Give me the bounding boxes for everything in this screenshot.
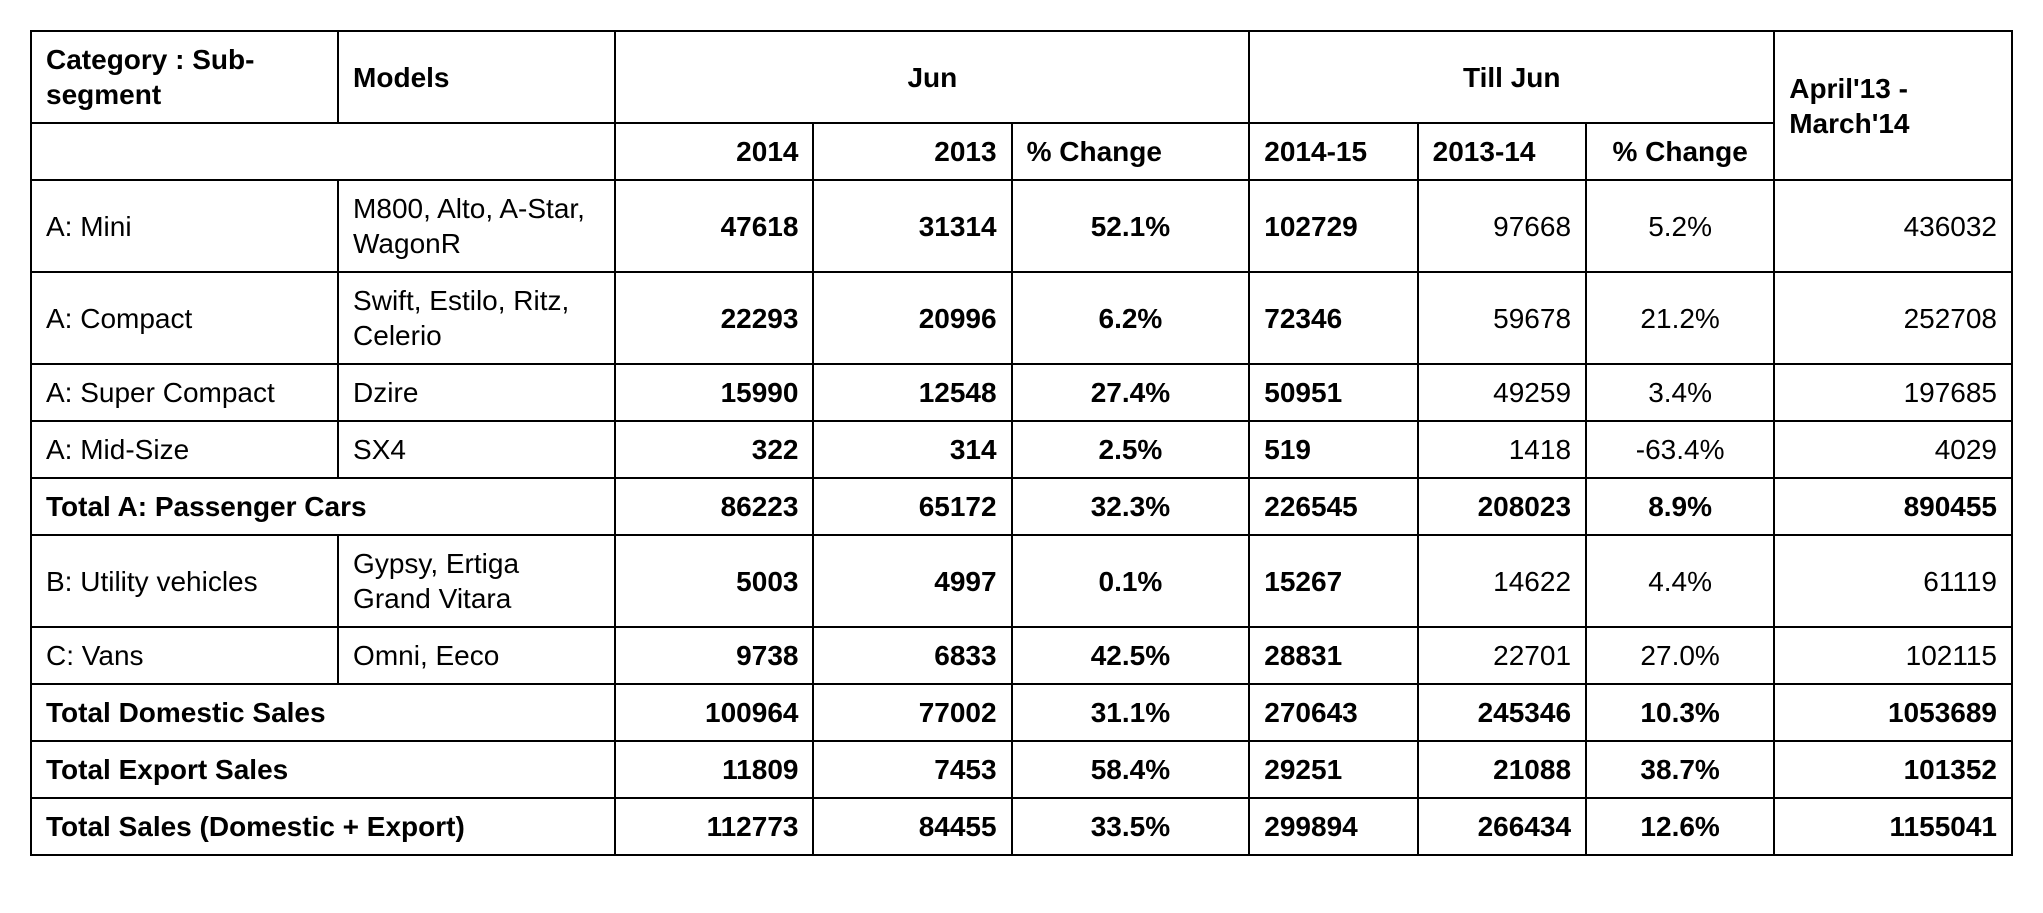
cell-till1314: 1418	[1418, 421, 1586, 478]
cell-tillpct: 12.6%	[1586, 798, 1774, 855]
cell-jun2013: 7453	[813, 741, 1011, 798]
hdr-fy: April'13 - March'14	[1774, 31, 2012, 180]
cell-till1415: 50951	[1249, 364, 1417, 421]
cell-junpct: 6.2%	[1012, 272, 1250, 364]
hdr-tilljun: Till Jun	[1249, 31, 1774, 123]
cell-fy: 197685	[1774, 364, 2012, 421]
cell-till1314: 22701	[1418, 627, 1586, 684]
cell-tillpct: 27.0%	[1586, 627, 1774, 684]
cell-till1415: 72346	[1249, 272, 1417, 364]
cell-jun2014: 322	[615, 421, 813, 478]
cell-models: SX4	[338, 421, 615, 478]
cell-total-label: Total Domestic Sales	[31, 684, 615, 741]
cell-junpct: 52.1%	[1012, 180, 1250, 272]
cell-tillpct: 5.2%	[1586, 180, 1774, 272]
cell-models: Omni, Eeco	[338, 627, 615, 684]
cell-junpct: 32.3%	[1012, 478, 1250, 535]
cell-junpct: 2.5%	[1012, 421, 1250, 478]
hdr-jun: Jun	[615, 31, 1249, 123]
cell-till1415: 299894	[1249, 798, 1417, 855]
cell-fy: 890455	[1774, 478, 2012, 535]
cell-category: A: Compact	[31, 272, 338, 364]
cell-jun2014: 5003	[615, 535, 813, 627]
cell-tillpct: 3.4%	[1586, 364, 1774, 421]
cell-jun2013: 12548	[813, 364, 1011, 421]
cell-jun2014: 22293	[615, 272, 813, 364]
cell-junpct: 27.4%	[1012, 364, 1250, 421]
cell-total-label: Total Export Sales	[31, 741, 615, 798]
cell-till1415: 28831	[1249, 627, 1417, 684]
cell-models: Swift, Estilo, Ritz, Celerio	[338, 272, 615, 364]
hdr-1314: 2013-14	[1418, 123, 1586, 180]
hdr-blank	[31, 123, 615, 180]
cell-jun2013: 20996	[813, 272, 1011, 364]
cell-tillpct: 8.9%	[1586, 478, 1774, 535]
cell-fy: 101352	[1774, 741, 2012, 798]
cell-fy: 1053689	[1774, 684, 2012, 741]
cell-category: A: Super Compact	[31, 364, 338, 421]
cell-till1415: 29251	[1249, 741, 1417, 798]
cell-jun2013: 6833	[813, 627, 1011, 684]
cell-tillpct: -63.4%	[1586, 421, 1774, 478]
cell-junpct: 31.1%	[1012, 684, 1250, 741]
hdr-tillpct: % Change	[1586, 123, 1774, 180]
cell-jun2013: 4997	[813, 535, 1011, 627]
cell-junpct: 42.5%	[1012, 627, 1250, 684]
hdr-1415: 2014-15	[1249, 123, 1417, 180]
cell-till1415: 102729	[1249, 180, 1417, 272]
cell-jun2014: 15990	[615, 364, 813, 421]
hdr-2014: 2014	[615, 123, 813, 180]
cell-models: M800, Alto, A-Star, WagonR	[338, 180, 615, 272]
sales-table: Category : Sub-segmentModelsJunTill JunA…	[30, 30, 2013, 856]
cell-jun2013: 84455	[813, 798, 1011, 855]
cell-category: C: Vans	[31, 627, 338, 684]
cell-category: A: Mid-Size	[31, 421, 338, 478]
cell-fy: 436032	[1774, 180, 2012, 272]
cell-jun2013: 314	[813, 421, 1011, 478]
cell-fy: 4029	[1774, 421, 2012, 478]
cell-category: A: Mini	[31, 180, 338, 272]
cell-jun2014: 112773	[615, 798, 813, 855]
cell-tillpct: 21.2%	[1586, 272, 1774, 364]
cell-jun2013: 77002	[813, 684, 1011, 741]
cell-category: B: Utility vehicles	[31, 535, 338, 627]
cell-tillpct: 10.3%	[1586, 684, 1774, 741]
cell-junpct: 0.1%	[1012, 535, 1250, 627]
cell-jun2014: 11809	[615, 741, 813, 798]
cell-till1314: 21088	[1418, 741, 1586, 798]
hdr-models: Models	[338, 31, 615, 123]
cell-fy: 252708	[1774, 272, 2012, 364]
cell-till1314: 245346	[1418, 684, 1586, 741]
cell-junpct: 58.4%	[1012, 741, 1250, 798]
cell-fy: 61119	[1774, 535, 2012, 627]
cell-till1314: 49259	[1418, 364, 1586, 421]
cell-till1415: 519	[1249, 421, 1417, 478]
cell-jun2013: 65172	[813, 478, 1011, 535]
cell-till1415: 15267	[1249, 535, 1417, 627]
cell-till1314: 266434	[1418, 798, 1586, 855]
cell-till1314: 208023	[1418, 478, 1586, 535]
hdr-category: Category : Sub-segment	[31, 31, 338, 123]
cell-fy: 1155041	[1774, 798, 2012, 855]
cell-till1314: 14622	[1418, 535, 1586, 627]
cell-jun2013: 31314	[813, 180, 1011, 272]
hdr-junpct: % Change	[1012, 123, 1250, 180]
cell-tillpct: 4.4%	[1586, 535, 1774, 627]
cell-till1415: 226545	[1249, 478, 1417, 535]
cell-total-label: Total Sales (Domestic + Export)	[31, 798, 615, 855]
cell-till1415: 270643	[1249, 684, 1417, 741]
cell-models: Gypsy, Ertiga Grand Vitara	[338, 535, 615, 627]
hdr-2013: 2013	[813, 123, 1011, 180]
cell-total-label: Total A: Passenger Cars	[31, 478, 615, 535]
cell-models: Dzire	[338, 364, 615, 421]
cell-tillpct: 38.7%	[1586, 741, 1774, 798]
cell-jun2014: 9738	[615, 627, 813, 684]
cell-till1314: 59678	[1418, 272, 1586, 364]
cell-jun2014: 47618	[615, 180, 813, 272]
cell-jun2014: 100964	[615, 684, 813, 741]
cell-jun2014: 86223	[615, 478, 813, 535]
cell-fy: 102115	[1774, 627, 2012, 684]
cell-till1314: 97668	[1418, 180, 1586, 272]
cell-junpct: 33.5%	[1012, 798, 1250, 855]
